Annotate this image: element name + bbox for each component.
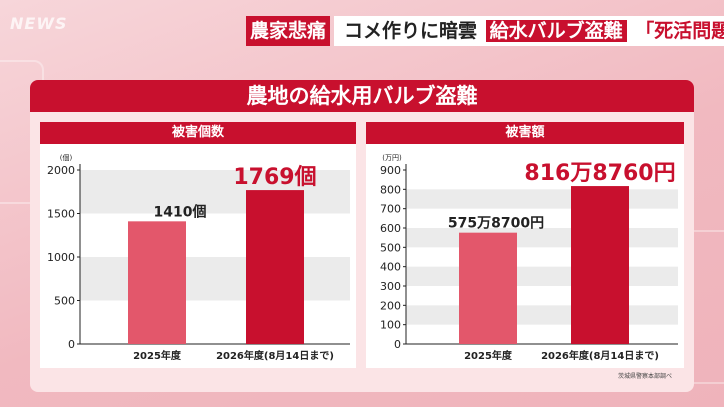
banner-tag: 農家悲痛 bbox=[246, 16, 330, 46]
x-tick-label: 2026年度(8月14日まで) bbox=[541, 349, 659, 362]
headline-part3: 「死活問題」 bbox=[635, 20, 724, 42]
headline-part1: コメ作りに暗雲 bbox=[344, 20, 478, 42]
y-tick-label: 100 bbox=[380, 319, 401, 332]
y-tick-label: 500 bbox=[54, 295, 75, 308]
y-tick-label: 800 bbox=[380, 183, 401, 196]
chart-title-amount: 被害額 bbox=[366, 122, 684, 144]
chart-title-count: 被害個数 bbox=[40, 122, 356, 144]
y-tick-label: 600 bbox=[380, 222, 401, 235]
grid-band bbox=[406, 305, 678, 325]
y-tick-label: 1000 bbox=[47, 251, 75, 264]
data-label: 1769個 bbox=[233, 165, 316, 190]
grid-band bbox=[406, 266, 678, 286]
data-label: 816万8760円 bbox=[524, 161, 675, 186]
data-label: 575万8700円 bbox=[448, 216, 544, 232]
y-axis-unit: (万円) bbox=[382, 154, 402, 162]
y-tick-label: 0 bbox=[68, 338, 75, 351]
y-axis-unit: (個) bbox=[60, 153, 73, 162]
y-tick-label: 1500 bbox=[47, 208, 75, 221]
x-tick-label: 2026年度(8月14日まで) bbox=[216, 349, 334, 362]
bar bbox=[128, 221, 186, 344]
y-tick-label: 700 bbox=[380, 203, 401, 216]
x-tick-label: 2025年度 bbox=[133, 349, 182, 362]
bar bbox=[459, 232, 517, 344]
y-tick-label: 300 bbox=[380, 280, 401, 293]
grid-band bbox=[80, 170, 350, 214]
chart-amount: 0 100 200 300 400 500 600 700 800 900 (万円) 2025年度 57… bbox=[380, 154, 678, 362]
channel-logo: NEWS bbox=[10, 14, 68, 33]
y-tick-label: 400 bbox=[380, 261, 401, 274]
y-tick-label: 900 bbox=[380, 164, 401, 177]
logo-text: NEWS bbox=[10, 14, 68, 33]
y-tick-label: 2000 bbox=[47, 164, 75, 177]
bar bbox=[246, 190, 304, 344]
y-tick-label: 0 bbox=[394, 338, 401, 351]
headline-part2: 給水バルブ盗難 bbox=[485, 20, 627, 42]
banner-headline: コメ作りに暗雲 給水バルブ盗難 「死活問題」 bbox=[334, 16, 724, 46]
grid-band bbox=[80, 257, 350, 301]
y-tick-label: 200 bbox=[380, 299, 401, 312]
y-tick-label: 500 bbox=[380, 241, 401, 254]
card-title: 農地の給水用バルブ盗難 bbox=[30, 80, 694, 112]
x-tick-label: 2025年度 bbox=[464, 349, 513, 362]
grid-band bbox=[406, 189, 678, 209]
source-credit: 茨城県警察本部調べ bbox=[618, 373, 673, 380]
bar bbox=[571, 186, 629, 344]
chart-count: 0 500 1000 1500 2000 (個) 2025年度 1410個 2026年度(8月1… bbox=[47, 153, 350, 362]
data-label: 1410個 bbox=[154, 203, 207, 220]
